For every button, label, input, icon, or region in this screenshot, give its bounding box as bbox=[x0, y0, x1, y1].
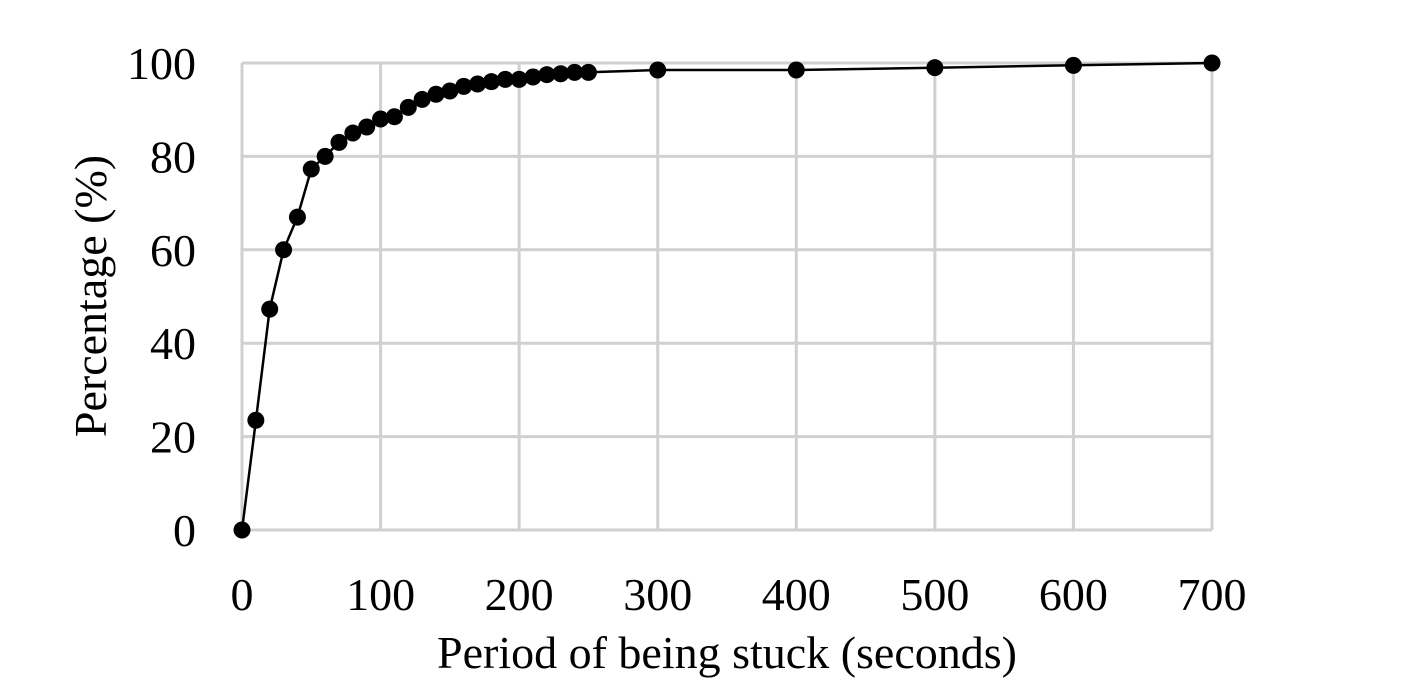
x-tick-label: 600 bbox=[1039, 569, 1108, 620]
data-point bbox=[552, 65, 570, 83]
x-tick-label: 700 bbox=[1178, 569, 1247, 620]
data-point bbox=[288, 208, 306, 226]
data-point bbox=[787, 61, 805, 79]
data-point bbox=[482, 73, 500, 91]
data-point bbox=[344, 124, 362, 142]
data-point bbox=[469, 75, 487, 93]
data-point bbox=[372, 110, 390, 128]
x-tick-label: 500 bbox=[900, 569, 969, 620]
data-points bbox=[233, 54, 1221, 539]
data-point bbox=[399, 98, 417, 116]
series-line bbox=[240, 61, 1213, 531]
data-point bbox=[566, 63, 584, 81]
data-point bbox=[316, 147, 334, 165]
data-point bbox=[496, 70, 514, 88]
y-tick-label: 60 bbox=[150, 225, 196, 276]
y-tick-label: 40 bbox=[150, 318, 196, 369]
data-point bbox=[233, 521, 251, 539]
data-point bbox=[261, 300, 279, 318]
x-tick-label: 0 bbox=[231, 569, 254, 620]
data-point bbox=[441, 82, 459, 100]
data-point bbox=[427, 85, 445, 103]
data-point bbox=[302, 160, 320, 178]
y-axis-title: Percentage (%) bbox=[65, 155, 116, 437]
tick-labels: 0 20 40 60 80 100 0 100 200 300 400 500 600 700 bbox=[127, 38, 1247, 620]
data-point bbox=[1203, 54, 1221, 72]
data-point bbox=[247, 411, 265, 429]
data-point bbox=[1064, 56, 1082, 74]
x-tick-label: 300 bbox=[623, 569, 692, 620]
data-point bbox=[649, 61, 667, 79]
grid-lines bbox=[240, 61, 1214, 532]
data-point bbox=[330, 133, 348, 151]
y-tick-label: 80 bbox=[150, 131, 196, 182]
x-tick-label: 100 bbox=[346, 569, 415, 620]
data-point bbox=[358, 118, 376, 136]
y-tick-label: 100 bbox=[127, 38, 196, 89]
data-point bbox=[579, 63, 597, 81]
data-point bbox=[510, 70, 528, 88]
data-point bbox=[524, 68, 542, 86]
data-point bbox=[413, 90, 431, 108]
data-point bbox=[385, 108, 403, 126]
x-tick-label: 400 bbox=[762, 569, 831, 620]
x-axis-title: Period of being stuck (seconds) bbox=[437, 627, 1017, 678]
y-tick-label: 20 bbox=[150, 412, 196, 463]
y-tick-label: 0 bbox=[173, 505, 196, 556]
x-tick-label: 200 bbox=[485, 569, 554, 620]
data-point bbox=[926, 59, 944, 77]
data-point bbox=[275, 241, 293, 259]
data-point bbox=[455, 77, 473, 95]
data-point bbox=[538, 66, 556, 84]
